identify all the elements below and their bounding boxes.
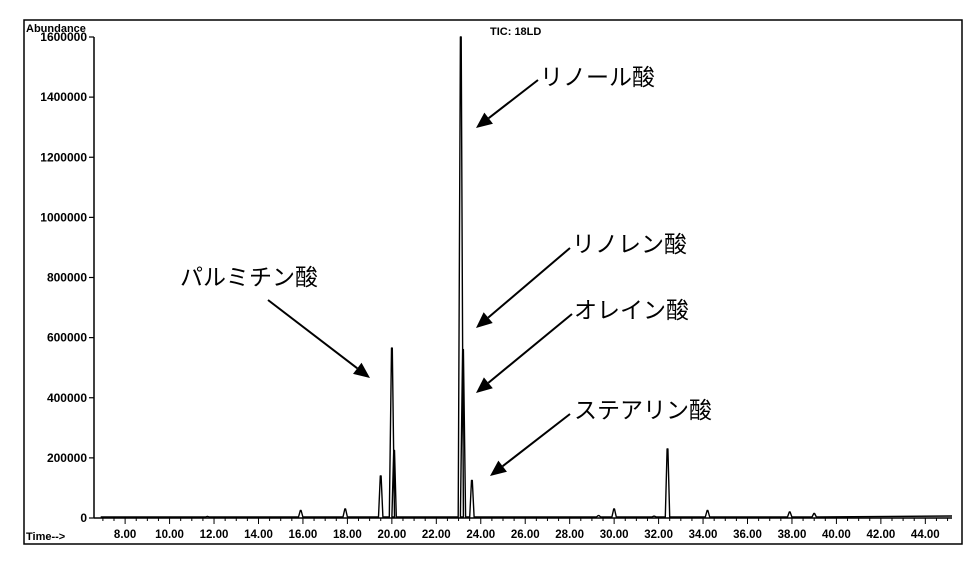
annotation-label: オレイン酸: [574, 298, 689, 324]
x-axis-label: Time-->: [26, 531, 65, 543]
y-tick-label: 600000: [47, 331, 87, 345]
x-tick-label: 44.00: [911, 529, 940, 541]
x-tick-label: 30.00: [600, 529, 629, 541]
x-tick-label: 12.00: [200, 529, 229, 541]
x-tick-label: 8.00: [114, 529, 136, 541]
y-tick-label: 200000: [47, 451, 87, 465]
x-tick-label: 18.00: [333, 529, 362, 541]
y-axis-label: Abundance: [26, 23, 86, 35]
y-tick-label: 400000: [47, 391, 87, 405]
x-tick-label: 38.00: [778, 529, 807, 541]
annotation-label: リノレン酸: [572, 232, 687, 258]
x-tick-label: 16.00: [289, 529, 318, 541]
annotation-label: ステアリン酸: [574, 398, 712, 424]
x-tick-label: 14.00: [244, 529, 273, 541]
annotation-label: パルミチン酸: [180, 265, 318, 291]
chart-title: TIC: 18LD: [490, 26, 541, 38]
x-tick-label: 10.00: [155, 529, 184, 541]
x-tick-label: 26.00: [511, 529, 540, 541]
x-tick-label: 20.00: [377, 529, 406, 541]
x-tick-label: 34.00: [689, 529, 718, 541]
x-tick-label: 32.00: [644, 529, 673, 541]
y-tick-label: 0: [80, 511, 87, 525]
annotation-label: リノール酸: [540, 65, 655, 91]
y-tick-label: 1000000: [40, 210, 87, 224]
x-tick-label: 28.00: [555, 529, 584, 541]
x-tick-label: 22.00: [422, 529, 451, 541]
x-tick-label: 36.00: [733, 529, 762, 541]
x-tick-label: 40.00: [822, 529, 851, 541]
y-tick-label: 1400000: [40, 90, 87, 104]
y-tick-label: 1200000: [40, 150, 87, 164]
x-tick-label: 24.00: [466, 529, 495, 541]
x-tick-label: 42.00: [866, 529, 895, 541]
y-tick-label: 800000: [47, 271, 87, 285]
